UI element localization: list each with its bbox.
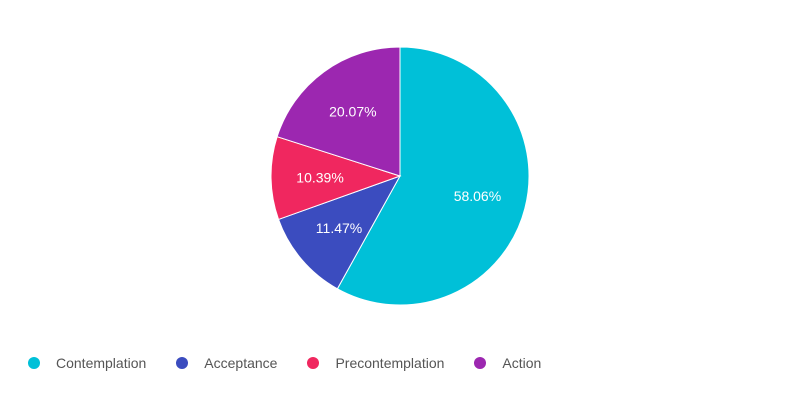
pie-slice-label-acceptance: 11.47% [316,220,362,236]
legend-item-acceptance[interactable]: Acceptance [176,355,277,371]
legend-item-contemplation[interactable]: Contemplation [28,355,146,371]
pie-slice-acceptance[interactable] [277,175,402,290]
legend-item-precontemplation[interactable]: Precontemplation [307,355,444,371]
legend-label-precontemplation: Precontemplation [335,355,445,371]
pie-slice-labels: 58.06% 11.47% 10.39% 20.07% [296,103,501,235]
pie-slices [270,46,530,306]
legend-swatch-acceptance [176,357,189,369]
pie-slice-label-action: 20.07% [329,103,376,119]
pie-slice-label-contemplation: 58.06% [454,188,501,204]
legend-swatch-contemplation [28,357,40,369]
legend-item-action[interactable]: Action [474,355,541,371]
pie-slice-action[interactable] [276,46,401,177]
legend-swatch-precontemplation [307,357,320,369]
legend-label-acceptance: Acceptance [204,355,278,371]
legend-swatch-action [474,357,487,369]
pie-slice-precontemplation[interactable] [270,136,402,221]
legend-label-contemplation: Contemplation [56,355,147,371]
chart-legend: Contemplation Acceptance Precontemplatio… [28,352,571,374]
legend-label-action: Action [502,355,542,371]
pie-slice-contemplation[interactable] [336,46,530,306]
pie-slice-label-precontemplation: 10.39% [296,169,343,185]
